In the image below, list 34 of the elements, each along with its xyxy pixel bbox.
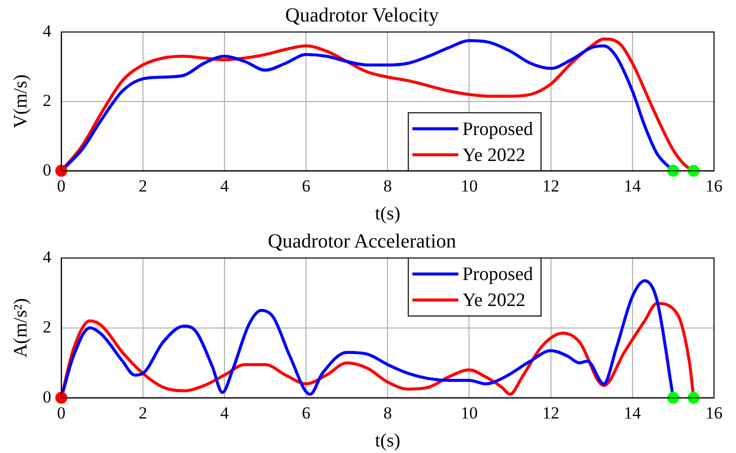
- chart-title: Quadrotor Velocity: [285, 4, 439, 26]
- y-tick-label: 0: [42, 160, 52, 180]
- y-tick-label: 4: [42, 247, 52, 266]
- x-tick-label: 12: [542, 403, 560, 422]
- x-tick-label: 6: [302, 403, 310, 422]
- y-tick-label: 0: [42, 387, 52, 406]
- x-tick-label: 0: [57, 176, 66, 196]
- x-tick-label: 8: [383, 176, 392, 196]
- x-tick-label: 2: [138, 403, 148, 422]
- x-tick-label: 16: [706, 176, 722, 196]
- x-tick-label: 10: [460, 403, 478, 422]
- y-axis-title: A(m/s²): [10, 298, 32, 358]
- x-tick-label: 6: [302, 176, 310, 196]
- y-axis-title: V(m/s): [10, 74, 32, 128]
- x-axis-title: t(s): [374, 430, 400, 452]
- x-tick-label: 4: [220, 403, 230, 422]
- x-tick-label: 14: [624, 176, 642, 196]
- legend-label: Ye 2022: [462, 290, 526, 311]
- legend-label: Proposed: [462, 264, 534, 285]
- y-tick-label: 2: [42, 90, 52, 110]
- x-tick-label: 12: [542, 176, 560, 196]
- x-tick-label: 2: [138, 176, 148, 196]
- legend-label: Ye 2022: [462, 144, 526, 166]
- y-tick-label: 2: [42, 317, 52, 336]
- y-tick-label: 4: [42, 21, 52, 40]
- x-tick-label: 14: [624, 403, 642, 422]
- chart-title: Quadrotor Acceleration: [268, 230, 456, 252]
- legend-label: Proposed: [462, 118, 534, 140]
- x-tick-label: 0: [57, 403, 66, 422]
- x-tick-label: 8: [383, 403, 392, 422]
- x-tick-label: 4: [220, 176, 230, 196]
- x-tick-label: 16: [706, 403, 722, 422]
- x-tick-label: 10: [460, 176, 478, 196]
- x-axis-title: t(s): [374, 204, 400, 225]
